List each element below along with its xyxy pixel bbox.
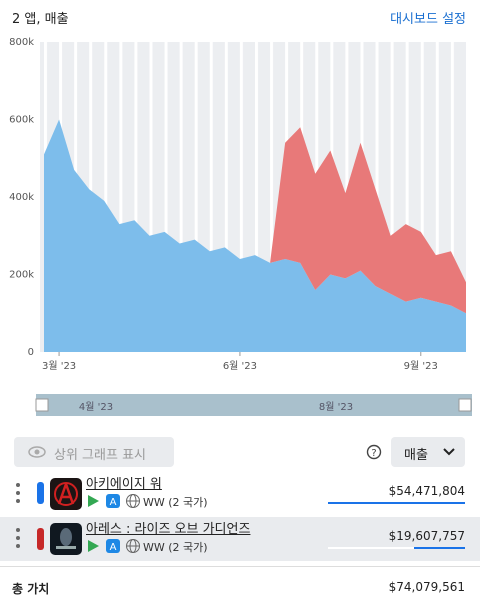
drag-handle[interactable] [14, 482, 22, 506]
series-indicator [37, 482, 44, 504]
app-amount: $19,607,757 [388, 529, 465, 543]
help-icon[interactable]: ? [366, 444, 382, 460]
app-row[interactable]: 아레스 : 라이즈 오브 가디언즈 A WW (2 국가) $19,607,75… [0, 517, 480, 561]
app-region: WW (2 국가) [143, 541, 208, 554]
app-icon [50, 523, 82, 555]
platform-icons: A [88, 494, 140, 508]
series-indicator [37, 528, 44, 550]
metric-label: 매출 [404, 448, 428, 463]
app-row[interactable]: 아키에이지 워 A WW (2 국가) $54,471,804 [0, 472, 480, 516]
share-bar [414, 547, 465, 549]
navigator-label: 8월 '23 [319, 401, 353, 413]
x-tick-label: 9월 '23 [404, 360, 438, 372]
app-icon [50, 478, 82, 510]
svg-text:?: ? [371, 448, 376, 459]
app-name[interactable]: 아레스 : 라이즈 오브 가디언즈 [86, 522, 251, 537]
navigator-range [36, 394, 472, 416]
navigator-handle[interactable] [458, 398, 472, 412]
navigator-label: 4월 '23 [79, 401, 113, 413]
navigator[interactable]: 4월 '23 8월 '23 [0, 390, 480, 420]
y-tick-label: 600k [9, 115, 34, 126]
svg-text:A: A [110, 542, 117, 553]
area [44, 119, 466, 314]
eye-icon [28, 446, 46, 458]
x-tick-label: 6월 '23 [223, 360, 257, 372]
divider [0, 566, 480, 567]
navigator-handle[interactable] [35, 398, 49, 412]
share-track [328, 547, 465, 549]
app-name[interactable]: 아키에이지 워 [86, 477, 162, 492]
y-tick-label: 400k [9, 192, 34, 203]
y-tick-label: 200k [9, 270, 34, 281]
total-label: 총 가치 [12, 582, 50, 596]
share-bar [328, 502, 465, 504]
header-title: 2 앱, 매출 [12, 12, 69, 27]
metric-dropdown[interactable]: 매출 [391, 437, 465, 467]
x-tick-label: 3월 '23 [42, 360, 76, 372]
dashboard-settings-link[interactable]: 대시보드 설정 [390, 12, 466, 27]
toggle-button[interactable]: 상위 그래프 표시 [14, 437, 174, 467]
area [44, 119, 466, 352]
drag-handle[interactable] [14, 527, 22, 551]
chevron [443, 448, 455, 456]
y-tick-label: 0 [28, 347, 34, 358]
toggle-label: 상위 그래프 표시 [54, 448, 146, 463]
platform-icons: A [88, 539, 140, 553]
svg-text:A: A [110, 497, 117, 508]
app-amount: $54,471,804 [388, 484, 465, 498]
chart: 0 200k 400k 600k 800k 3월 '23 6월 '23 9월 '23 [9, 37, 466, 372]
total-amount: $74,079,561 [388, 580, 465, 594]
y-tick-label: 800k [9, 37, 34, 48]
app-region: WW (2 국가) [143, 496, 208, 509]
